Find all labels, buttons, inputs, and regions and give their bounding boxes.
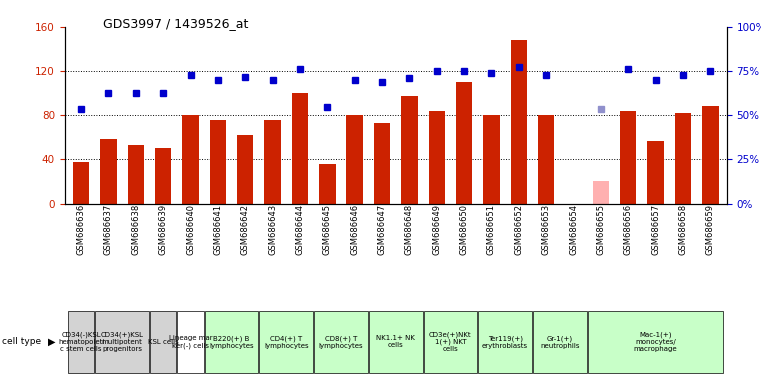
Text: Mac-1(+)
monocytes/
macrophage: Mac-1(+) monocytes/ macrophage <box>634 331 677 352</box>
Text: CD34(-)KSL
hematopoieti
c stem cells: CD34(-)KSL hematopoieti c stem cells <box>58 331 104 352</box>
Text: GSM686640: GSM686640 <box>186 204 195 255</box>
Bar <box>128 145 144 204</box>
Text: GSM686648: GSM686648 <box>405 204 414 255</box>
Bar <box>702 106 718 204</box>
Bar <box>401 96 418 204</box>
Text: CD34(+)KSL
multipotent
progenitors: CD34(+)KSL multipotent progenitors <box>100 331 144 352</box>
Text: Gr-1(+)
neutrophils: Gr-1(+) neutrophils <box>540 335 580 349</box>
Bar <box>374 123 390 204</box>
Text: GSM686656: GSM686656 <box>624 204 632 255</box>
Bar <box>291 93 308 204</box>
Bar <box>511 40 527 204</box>
Text: B220(+) B
lymphocytes: B220(+) B lymphocytes <box>209 335 254 349</box>
Bar <box>205 311 259 373</box>
Text: GSM686649: GSM686649 <box>432 204 441 255</box>
Text: GSM686657: GSM686657 <box>651 204 660 255</box>
Bar <box>479 311 532 373</box>
Text: GSM686659: GSM686659 <box>706 204 715 255</box>
Text: GSM686645: GSM686645 <box>323 204 332 255</box>
Text: NK1.1+ NK
cells: NK1.1+ NK cells <box>376 335 416 348</box>
Bar <box>319 164 336 204</box>
Bar <box>210 120 226 204</box>
Bar <box>177 311 204 373</box>
Bar <box>264 120 281 204</box>
Bar <box>538 115 555 204</box>
Bar <box>620 111 636 204</box>
Bar <box>314 311 368 373</box>
Text: GSM686643: GSM686643 <box>268 204 277 255</box>
Text: GSM686641: GSM686641 <box>213 204 222 255</box>
Bar <box>369 311 422 373</box>
Text: Ter119(+)
erythroblasts: Ter119(+) erythroblasts <box>482 335 528 349</box>
Text: ▶: ▶ <box>48 337 56 347</box>
Bar <box>183 115 199 204</box>
Bar <box>533 311 587 373</box>
Text: CD8(+) T
lymphocytes: CD8(+) T lymphocytes <box>319 335 363 349</box>
Text: GSM686650: GSM686650 <box>460 204 469 255</box>
Bar <box>95 311 149 373</box>
Text: CD4(+) T
lymphocytes: CD4(+) T lymphocytes <box>264 335 309 349</box>
Bar <box>150 311 177 373</box>
Text: GSM686651: GSM686651 <box>487 204 496 255</box>
Text: GSM686658: GSM686658 <box>679 204 687 255</box>
Bar <box>237 135 253 204</box>
Text: GSM686653: GSM686653 <box>542 204 551 255</box>
Bar <box>428 111 445 204</box>
Bar <box>155 148 171 204</box>
Text: Lineage mar
ker(-) cells: Lineage mar ker(-) cells <box>169 335 212 349</box>
Bar <box>100 139 116 204</box>
Text: GSM686654: GSM686654 <box>569 204 578 255</box>
Text: GSM686655: GSM686655 <box>597 204 606 255</box>
Bar <box>260 311 313 373</box>
Bar <box>483 115 500 204</box>
Text: GSM686644: GSM686644 <box>295 204 304 255</box>
Text: GSM686638: GSM686638 <box>132 204 140 255</box>
Bar <box>73 162 89 204</box>
Bar <box>68 311 94 373</box>
Text: GDS3997 / 1439526_at: GDS3997 / 1439526_at <box>103 17 248 30</box>
Text: GSM686637: GSM686637 <box>104 204 113 255</box>
Text: GSM686647: GSM686647 <box>377 204 387 255</box>
Bar <box>648 141 664 204</box>
Bar <box>593 182 609 204</box>
Bar <box>675 113 691 204</box>
Text: CD3e(+)NKt
1(+) NKT
cells: CD3e(+)NKt 1(+) NKT cells <box>429 331 472 352</box>
Bar <box>456 82 473 204</box>
Text: GSM686636: GSM686636 <box>77 204 85 255</box>
Text: GSM686642: GSM686642 <box>240 204 250 255</box>
Bar <box>424 311 477 373</box>
Text: KSL cells: KSL cells <box>148 339 179 345</box>
Text: GSM686646: GSM686646 <box>350 204 359 255</box>
Text: GSM686639: GSM686639 <box>159 204 167 255</box>
Bar <box>346 115 363 204</box>
Bar <box>587 311 724 373</box>
Text: cell type: cell type <box>2 337 40 346</box>
Text: GSM686652: GSM686652 <box>514 204 524 255</box>
